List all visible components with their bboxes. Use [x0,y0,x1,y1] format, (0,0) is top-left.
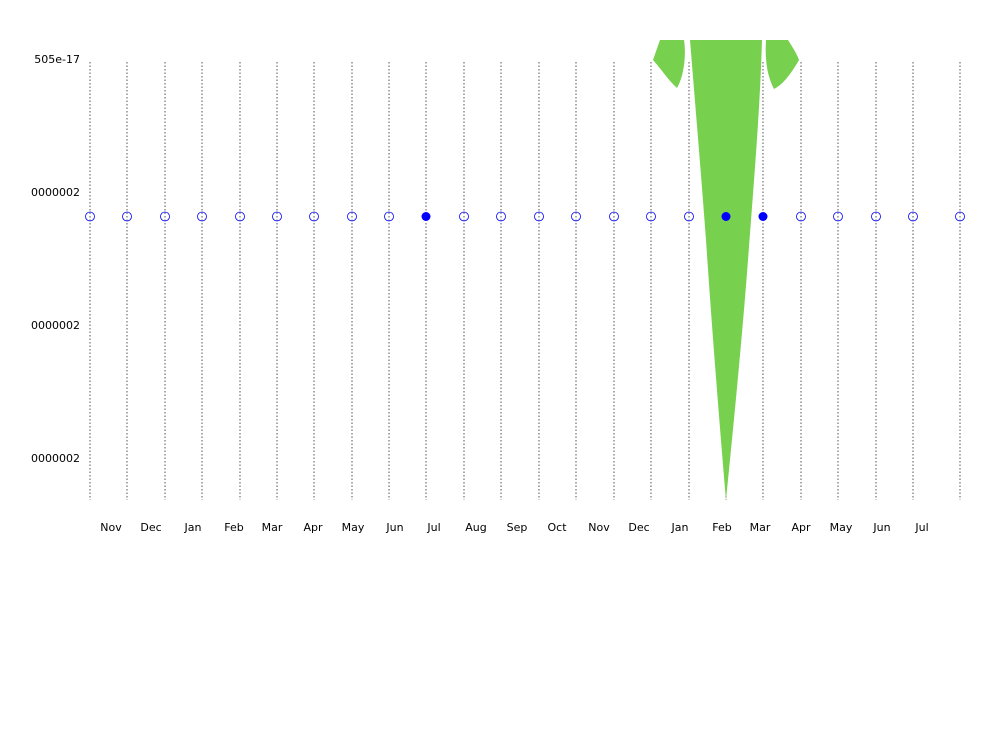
data-point-open [384,211,394,222]
y-tick-label: 0000002 [31,319,80,332]
data-point-open [122,211,132,222]
data-point-open [571,211,581,222]
data-point-open [646,211,656,222]
x-tick-label: May [830,521,853,534]
x-tick-label: Mar [262,521,283,534]
x-tick-label: Jun [385,521,403,534]
gridlines [89,62,961,500]
x-tick-label: May [342,521,365,534]
data-point-open [796,211,806,222]
data-point-open [160,211,170,222]
data-point-open [534,211,544,222]
data-point-open [197,211,207,222]
x-tick-label: Jan [671,521,689,534]
y-tick-label: 0000002 [31,186,80,199]
data-point-filled [721,212,731,221]
x-tick-labels: Nov Dec Jan Feb Mar Apr May Jun Jul Aug Sep Oct Nov D… [100,521,928,534]
data-point-open [908,211,918,222]
markers [85,211,965,222]
data-point-open [871,211,881,222]
y-tick-label: 505e-17 [34,53,80,66]
x-tick-label: Apr [791,521,811,534]
data-point-open [309,211,319,222]
data-point-filled [758,212,768,221]
x-tick-label: Jan [184,521,202,534]
y-tick-labels: 505e-17 0000002 0000002 0000002 [31,53,80,465]
x-tick-label: Sep [507,521,528,534]
violin-area [653,40,799,500]
y-tick-label: 0000002 [31,452,80,465]
x-tick-label: Oct [547,521,567,534]
data-point-open [347,211,357,222]
x-tick-label: Dec [628,521,649,534]
data-point-filled [421,212,431,221]
data-point-open [459,211,469,222]
x-tick-label: Feb [224,521,243,534]
x-tick-label: Nov [588,521,610,534]
data-point-open [85,211,95,222]
data-point-open [496,211,506,222]
x-tick-label: Jul [426,521,440,534]
data-point-open [833,211,843,222]
data-point-open [609,211,619,222]
x-tick-label: Jun [872,521,890,534]
data-point-open [272,211,282,222]
x-tick-label: Dec [140,521,161,534]
x-tick-label: Nov [100,521,122,534]
x-tick-label: Mar [750,521,771,534]
x-tick-label: Aug [465,521,486,534]
x-tick-label: Apr [303,521,323,534]
x-tick-label: Feb [712,521,731,534]
x-tick-label: Jul [914,521,928,534]
data-point-open [955,211,965,222]
data-point-open [235,211,245,222]
data-point-open [684,211,694,222]
